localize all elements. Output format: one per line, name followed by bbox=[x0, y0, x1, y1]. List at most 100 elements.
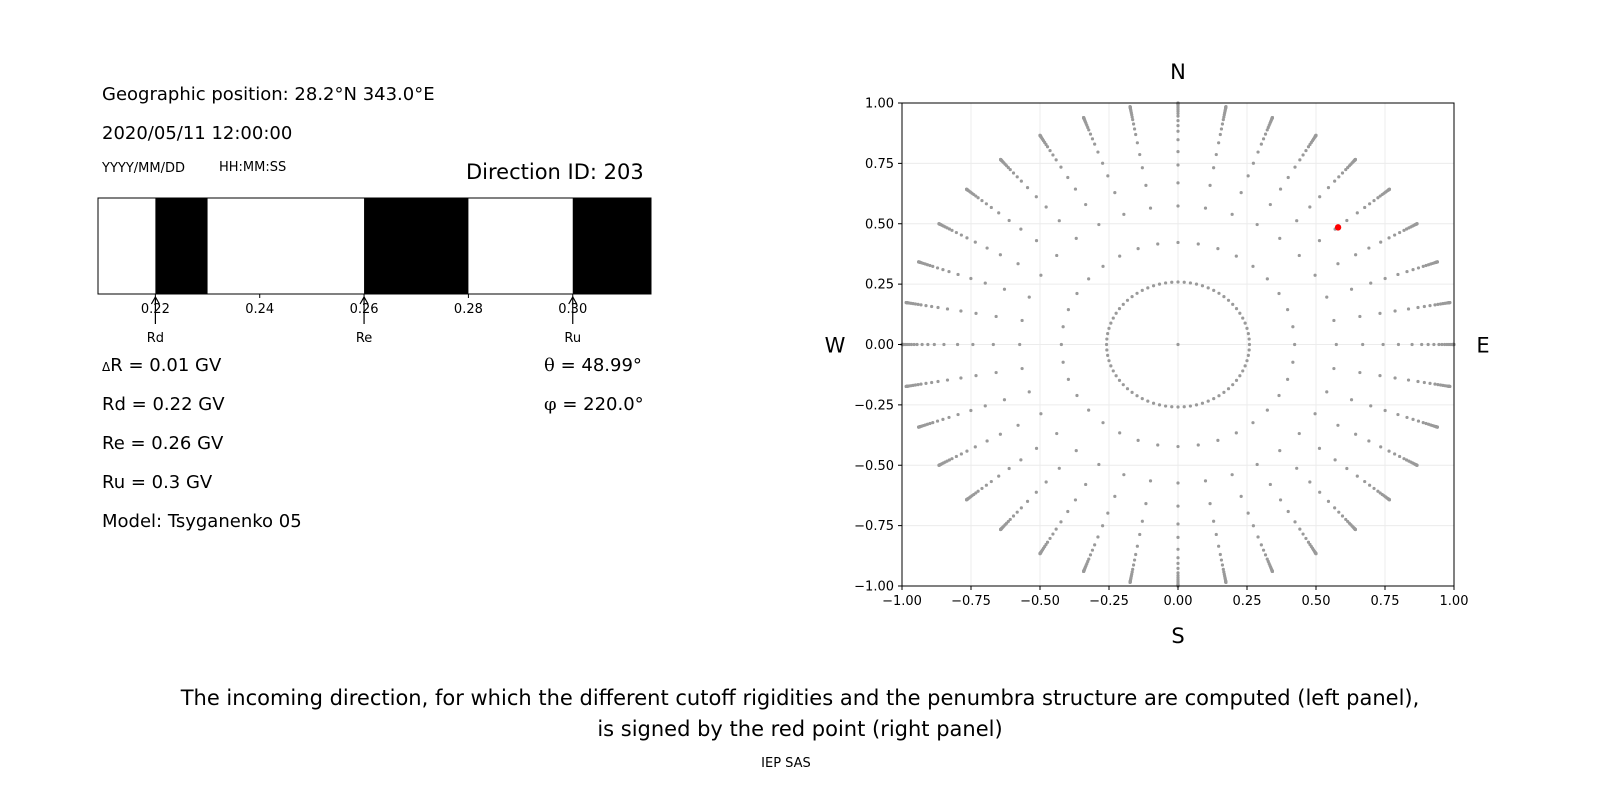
grid-point bbox=[1297, 253, 1301, 258]
caption-line-2: is signed by the red point (right panel) bbox=[597, 717, 1003, 741]
grid-point bbox=[1045, 540, 1050, 544]
grid-point bbox=[994, 314, 998, 319]
grid-point bbox=[917, 425, 921, 429]
grid-point bbox=[1345, 466, 1349, 471]
grid-point bbox=[1295, 466, 1299, 470]
compass-east: E bbox=[1476, 334, 1489, 358]
grid-point bbox=[1096, 535, 1100, 539]
grid-point bbox=[1247, 348, 1251, 352]
grid-point bbox=[956, 272, 960, 277]
grid-point bbox=[1144, 183, 1148, 187]
time-format-label: HH:MM:SS bbox=[219, 160, 287, 175]
grid-point bbox=[1428, 381, 1432, 385]
grid-point bbox=[1090, 137, 1095, 141]
grid-point bbox=[1334, 342, 1338, 347]
grid-point bbox=[1297, 431, 1301, 436]
forbidden-interval-0 bbox=[155, 198, 208, 294]
grid-point bbox=[1125, 387, 1130, 391]
grid-point bbox=[1304, 148, 1308, 153]
grid-point bbox=[1349, 287, 1354, 291]
grid-point bbox=[1318, 490, 1322, 494]
grid-point bbox=[1291, 360, 1295, 364]
grid-point bbox=[1082, 569, 1086, 574]
grid-point bbox=[904, 300, 908, 305]
grid-point bbox=[1448, 384, 1452, 389]
model-value: Model: Tsyganenko 05 bbox=[102, 511, 302, 532]
grid-point bbox=[1376, 489, 1380, 493]
grid-point bbox=[915, 342, 919, 347]
grid-point bbox=[1219, 127, 1224, 131]
grid-point bbox=[1093, 142, 1097, 146]
grid-point bbox=[1286, 175, 1290, 180]
grid-point bbox=[956, 412, 960, 417]
grid-point bbox=[1176, 405, 1180, 409]
grid-point bbox=[1134, 132, 1138, 137]
grid-point bbox=[928, 421, 932, 426]
grid-point bbox=[1265, 557, 1269, 561]
grid-point bbox=[947, 415, 951, 420]
x-tick-label-6: 0.50 bbox=[1302, 594, 1331, 609]
grid-point bbox=[1176, 556, 1180, 560]
grid-point bbox=[1301, 153, 1305, 157]
grid-point bbox=[1231, 302, 1235, 306]
grid-point bbox=[1293, 342, 1297, 347]
forbidden-interval-2 bbox=[572, 198, 651, 294]
grid-point bbox=[1411, 268, 1415, 272]
grid-point bbox=[1383, 408, 1387, 413]
penumbra-frame bbox=[97, 197, 652, 295]
grid-point bbox=[1027, 295, 1031, 299]
grid-point bbox=[1421, 264, 1425, 268]
grid-point bbox=[1293, 165, 1297, 169]
grid-point bbox=[1278, 449, 1282, 453]
grid-point bbox=[1247, 337, 1251, 341]
grid-point bbox=[1251, 421, 1255, 425]
caption-line-1: The incoming direction, for which the di… bbox=[180, 686, 1420, 710]
grid-point bbox=[1368, 202, 1372, 206]
grid-point bbox=[1231, 383, 1235, 387]
grid-point bbox=[1066, 377, 1070, 382]
grid-point bbox=[1101, 421, 1105, 425]
grid-point bbox=[1176, 111, 1180, 116]
grid-point bbox=[1278, 236, 1282, 240]
grid-point bbox=[1034, 490, 1038, 494]
grid-point bbox=[1421, 421, 1425, 425]
grid-point bbox=[1220, 563, 1225, 567]
grid-point bbox=[1156, 443, 1160, 447]
grid-point bbox=[1087, 128, 1091, 132]
x-tick-label-7: 0.75 bbox=[1371, 594, 1400, 609]
grid-point bbox=[1337, 175, 1341, 179]
grid-point bbox=[994, 370, 998, 375]
grid-point bbox=[1131, 122, 1136, 126]
grid-point bbox=[941, 417, 945, 421]
grid-point bbox=[1144, 502, 1148, 506]
grid-point bbox=[1245, 359, 1249, 363]
grid-point bbox=[919, 303, 923, 307]
grid-point bbox=[945, 378, 950, 382]
grid-point bbox=[1208, 502, 1212, 506]
grid-point bbox=[1106, 332, 1110, 336]
grid-point bbox=[1131, 563, 1136, 567]
grid-point bbox=[1025, 499, 1030, 503]
grid-point bbox=[1355, 211, 1359, 215]
grid-point bbox=[1354, 432, 1358, 436]
grid-point bbox=[1255, 222, 1259, 227]
marker-label-rd: Rd bbox=[147, 331, 164, 346]
grid-point bbox=[1061, 360, 1065, 364]
grid-point bbox=[1435, 425, 1439, 429]
grid-point bbox=[1263, 132, 1268, 136]
grid-point bbox=[1245, 326, 1249, 330]
phi-value: φ = 220.0° bbox=[544, 394, 644, 415]
grid-point bbox=[976, 196, 980, 200]
x-tick-label-3: −0.25 bbox=[1089, 594, 1129, 609]
grid-point bbox=[1246, 353, 1250, 357]
y-tick-label-3: −0.25 bbox=[854, 398, 894, 413]
grid-point bbox=[936, 379, 940, 384]
grid-point bbox=[919, 382, 923, 386]
grid-point bbox=[1222, 295, 1226, 299]
grid-point bbox=[1011, 171, 1016, 175]
grid-point bbox=[976, 489, 980, 493]
grid-point bbox=[969, 408, 973, 413]
grid-point bbox=[1117, 378, 1122, 382]
grid-point bbox=[1234, 307, 1239, 311]
